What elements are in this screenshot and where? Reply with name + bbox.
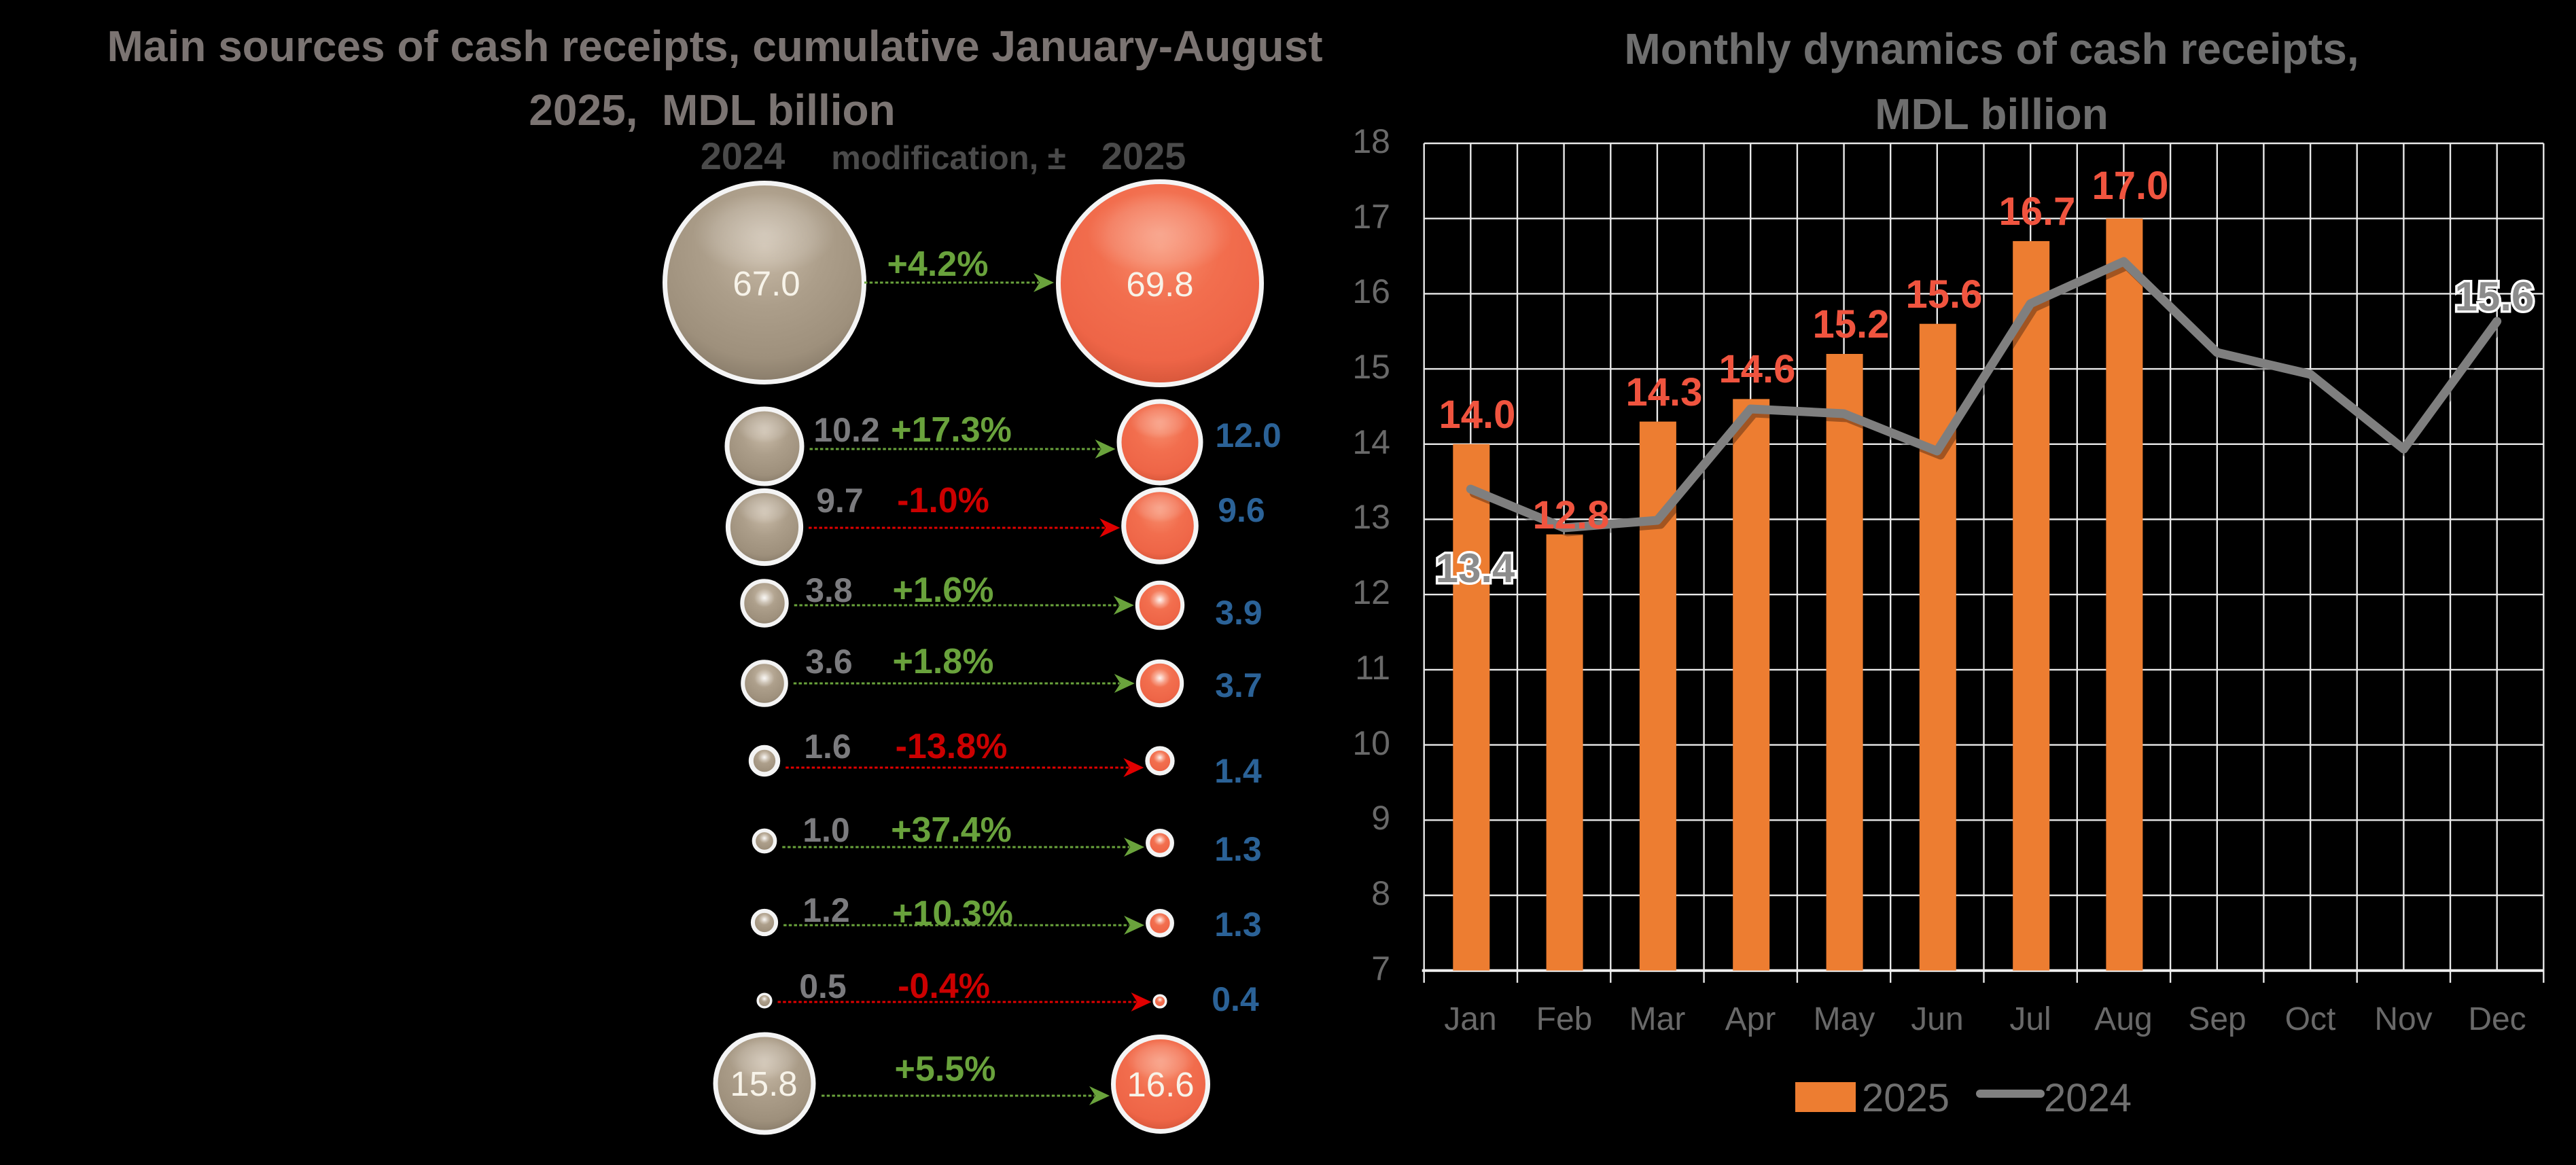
svg-text:1.0: 1.0 <box>802 811 850 849</box>
svg-text:12.0: 12.0 <box>1215 416 1281 454</box>
svg-text:10.2: 10.2 <box>813 411 879 449</box>
svg-text:14.0: 14.0 <box>1439 393 1516 437</box>
svg-text:Aug: Aug <box>2094 1001 2152 1037</box>
svg-text:69.8: 69.8 <box>1126 265 1193 304</box>
svg-text:7: 7 <box>1371 950 1390 988</box>
svg-text:3.9: 3.9 <box>1215 594 1263 632</box>
svg-text:MDL billion: MDL billion <box>1875 90 2109 139</box>
svg-text:Jul: Jul <box>2009 1001 2051 1037</box>
svg-text:Oct: Oct <box>2285 1001 2336 1037</box>
svg-text:15.2: 15.2 <box>1813 302 1890 346</box>
svg-text:-13.8%: -13.8% <box>896 727 1008 766</box>
svg-text:17.0: 17.0 <box>2092 164 2169 208</box>
svg-text:0.4: 0.4 <box>1212 980 1259 1018</box>
svg-text:+4.2%: +4.2% <box>887 245 989 284</box>
svg-text:+17.3%: +17.3% <box>891 410 1012 450</box>
svg-text:13: 13 <box>1352 498 1390 536</box>
svg-text:Mar: Mar <box>1629 1001 1686 1037</box>
svg-text:12: 12 <box>1352 573 1390 611</box>
svg-text:0.5: 0.5 <box>799 967 847 1005</box>
svg-text:2024: 2024 <box>2044 1076 2132 1120</box>
svg-text:15.8: 15.8 <box>730 1064 797 1103</box>
svg-text:3.8: 3.8 <box>805 571 853 609</box>
svg-text:13.4: 13.4 <box>1436 545 1515 591</box>
svg-text:18: 18 <box>1352 122 1390 160</box>
svg-text:Sep: Sep <box>2188 1001 2246 1037</box>
svg-text:16: 16 <box>1352 272 1390 310</box>
svg-text:3.6: 3.6 <box>805 643 853 681</box>
svg-text:14.6: 14.6 <box>1719 347 1796 391</box>
svg-text:+37.4%: +37.4% <box>891 810 1012 850</box>
svg-text:-1.0%: -1.0% <box>897 481 989 520</box>
svg-text:11: 11 <box>1355 649 1390 687</box>
svg-text:15.6: 15.6 <box>2455 274 2535 319</box>
svg-text:+1.6%: +1.6% <box>893 571 994 610</box>
svg-text:16.7: 16.7 <box>1999 190 2076 234</box>
svg-text:-0.4%: -0.4% <box>898 967 990 1006</box>
svg-text:1.6: 1.6 <box>804 728 851 766</box>
svg-text:10: 10 <box>1352 724 1390 762</box>
svg-text:9.6: 9.6 <box>1218 491 1265 529</box>
svg-text:1.3: 1.3 <box>1214 906 1262 944</box>
svg-text:Nov: Nov <box>2374 1001 2432 1037</box>
svg-text:9: 9 <box>1371 799 1390 837</box>
svg-text:Jun: Jun <box>1911 1001 1963 1037</box>
svg-text:15: 15 <box>1352 348 1390 386</box>
svg-text:16.6: 16.6 <box>1127 1065 1194 1104</box>
svg-text:17: 17 <box>1352 198 1390 236</box>
svg-text:Dec: Dec <box>2468 1001 2526 1037</box>
svg-text:2024: 2024 <box>701 135 786 177</box>
svg-text:Main sources of cash receipts,: Main sources of cash receipts, cumulativ… <box>107 22 1323 71</box>
svg-text:Jan: Jan <box>1444 1001 1496 1037</box>
svg-text:14.3: 14.3 <box>1626 370 1703 414</box>
svg-text:2025: 2025 <box>1862 1076 1949 1120</box>
svg-text:Apr: Apr <box>1725 1001 1776 1037</box>
svg-text:3.7: 3.7 <box>1215 666 1263 704</box>
svg-text:+10.3%: +10.3% <box>892 894 1013 933</box>
svg-text:May: May <box>1814 1001 1875 1037</box>
svg-text:+1.8%: +1.8% <box>893 642 994 681</box>
svg-text:8: 8 <box>1371 874 1390 912</box>
svg-text:modification, ±: modification, ± <box>831 140 1065 177</box>
svg-text:12.8: 12.8 <box>1533 493 1610 537</box>
svg-text:9.7: 9.7 <box>816 482 864 520</box>
svg-text:15.6: 15.6 <box>1906 272 1983 317</box>
svg-text:1.4: 1.4 <box>1214 752 1262 790</box>
svg-text:Monthly dynamics of cash recei: Monthly dynamics of cash receipts, <box>1624 24 2359 73</box>
svg-text:Feb: Feb <box>1536 1001 1593 1037</box>
svg-text:1.3: 1.3 <box>1214 830 1262 868</box>
svg-text:1.2: 1.2 <box>802 891 850 929</box>
svg-text:14: 14 <box>1352 423 1390 461</box>
svg-text:2025, MDL billion: 2025, MDL billion <box>529 86 895 135</box>
svg-text:+5.5%: +5.5% <box>895 1050 996 1089</box>
svg-text:67.0: 67.0 <box>733 264 800 303</box>
svg-text:2025: 2025 <box>1101 135 1186 177</box>
